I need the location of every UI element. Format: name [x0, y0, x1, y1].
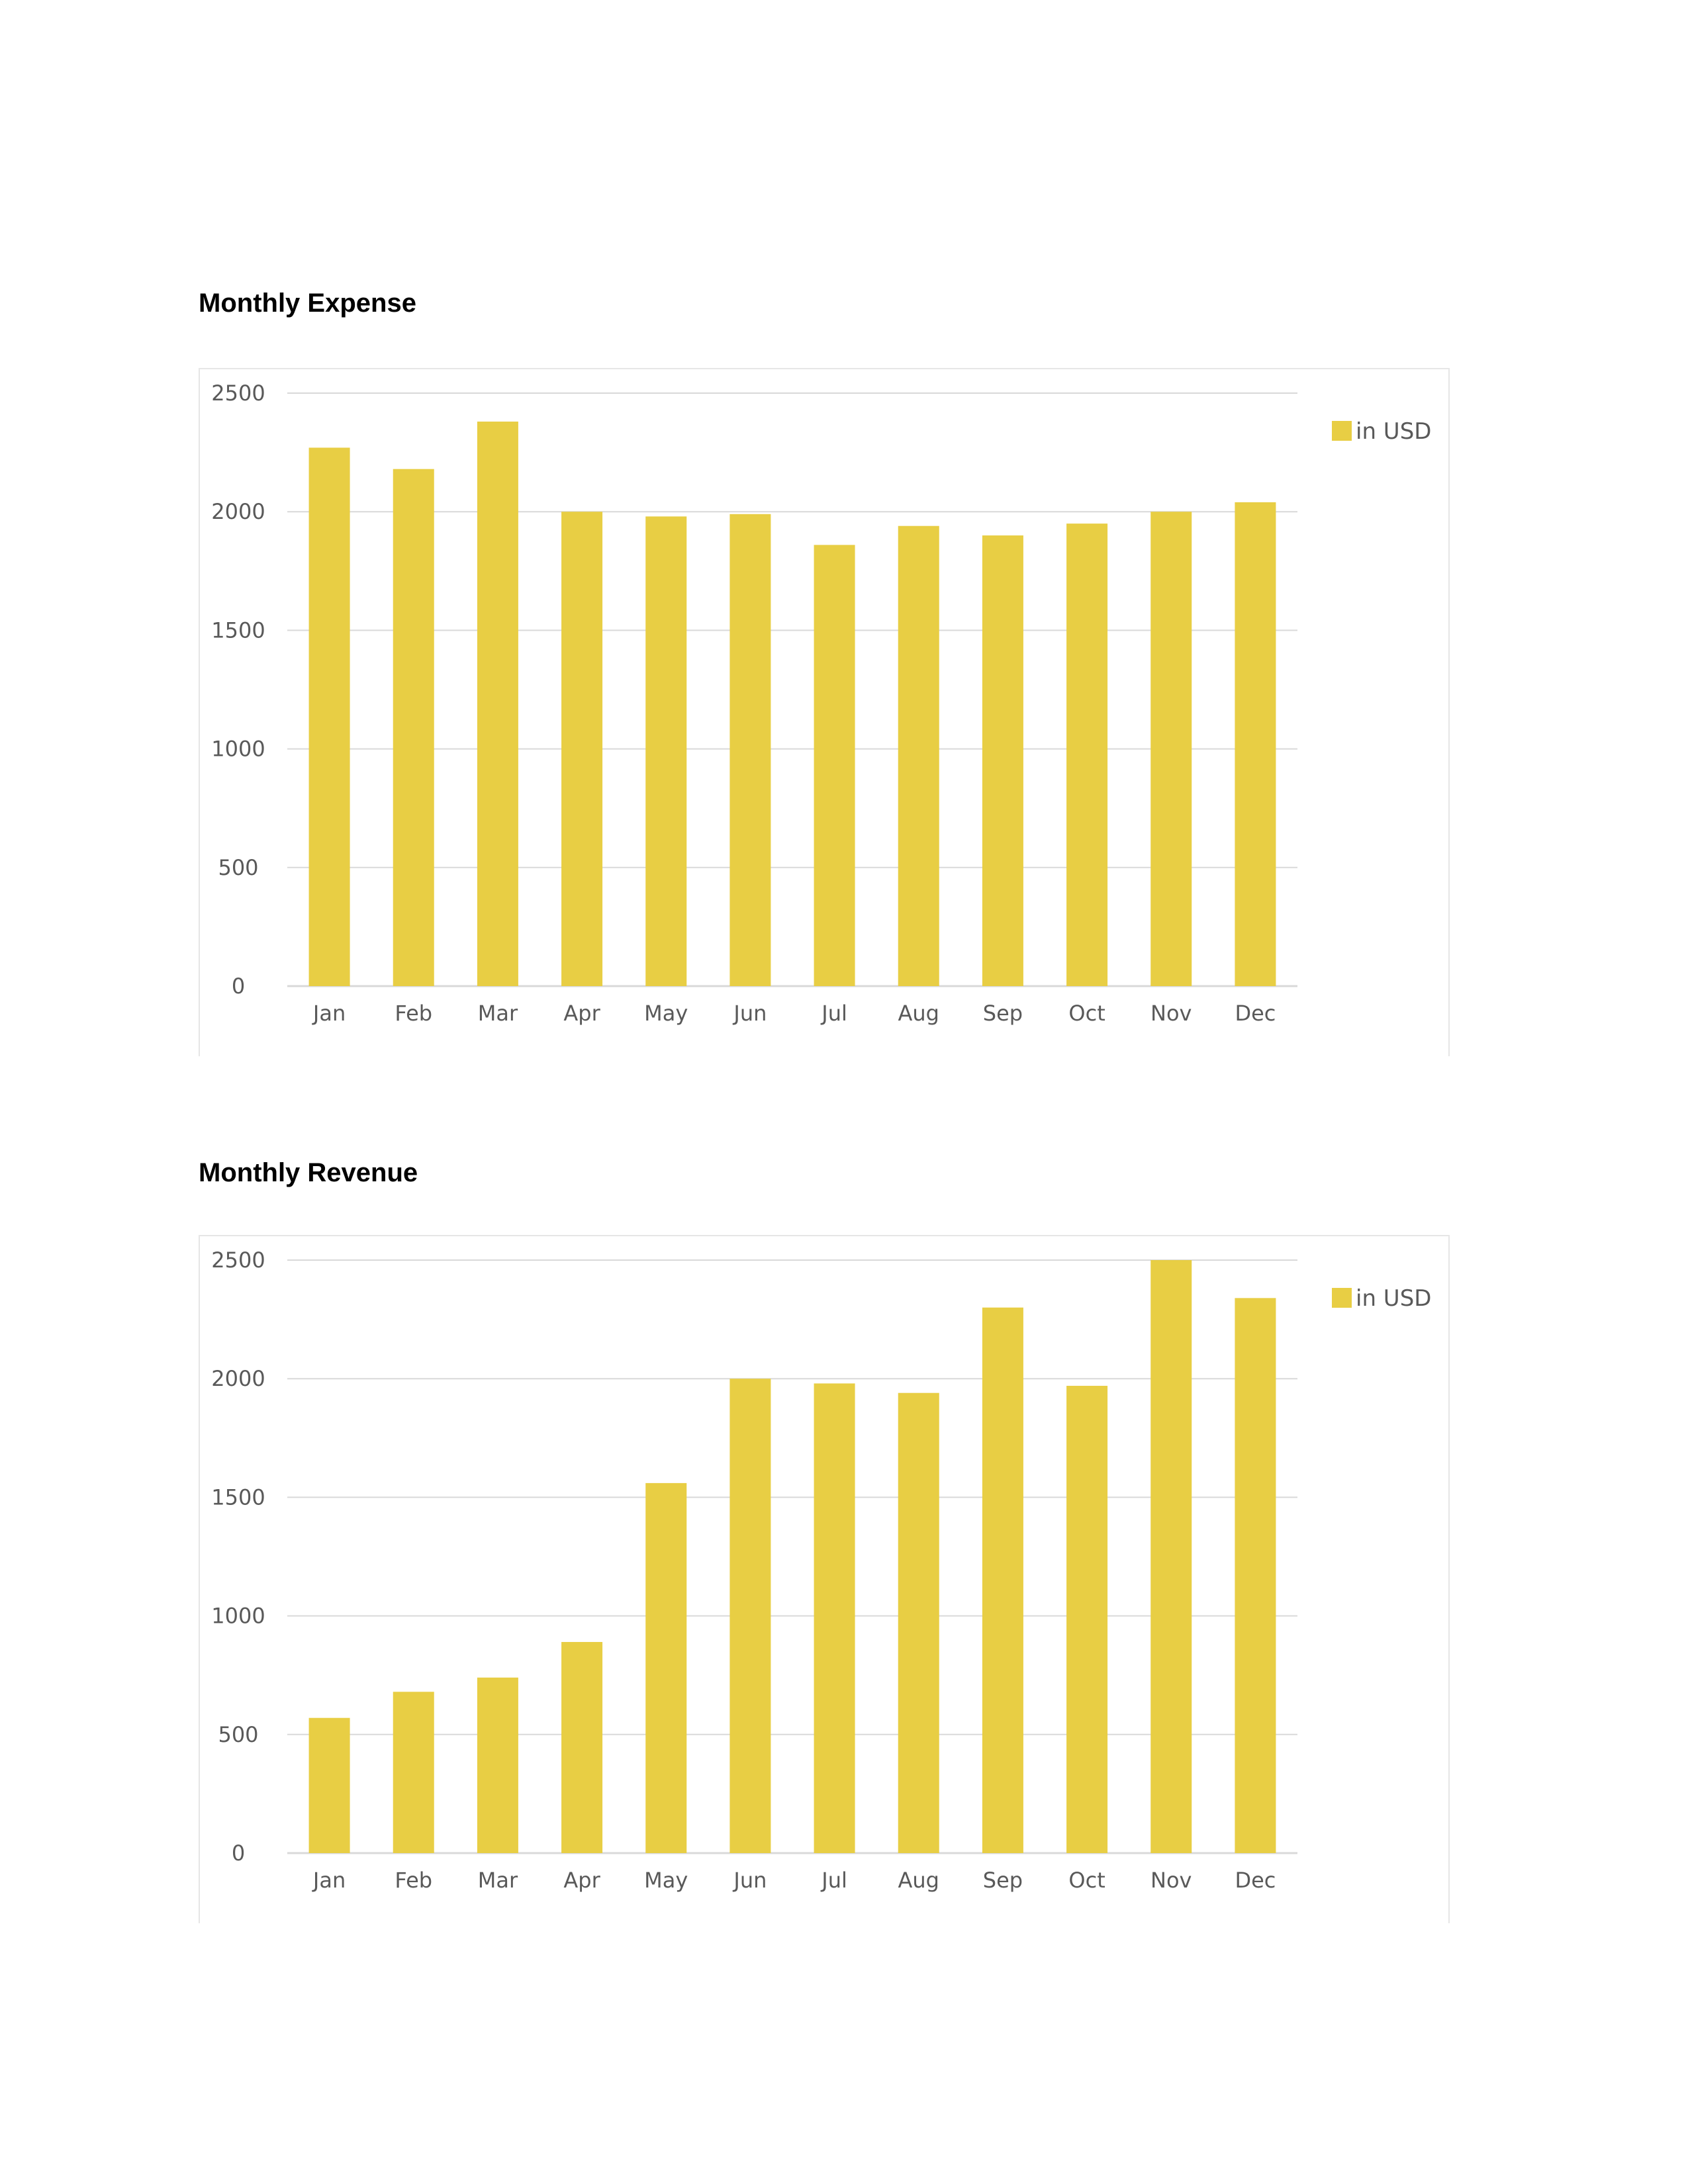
expense-bar: [729, 514, 771, 986]
expense-y-tick-label: 2500: [211, 381, 265, 406]
revenue-x-tick-label: Apr: [563, 1868, 600, 1893]
expense-x-tick-label: Nov: [1150, 1001, 1192, 1026]
expense-x-tick-label: Mar: [478, 1001, 518, 1026]
revenue-x-tick-label: Oct: [1068, 1868, 1105, 1893]
expense-bar: [645, 516, 687, 986]
revenue-chart-title: Monthly Revenue: [199, 1158, 418, 1187]
expense-y-tick-label: 1500: [211, 617, 265, 643]
expense-x-tick-label: Sep: [983, 1001, 1023, 1026]
expense-bar: [1066, 523, 1108, 986]
expense-y-tick-label: 2000: [211, 499, 265, 524]
revenue-legend-swatch: [1332, 1288, 1352, 1308]
revenue-x-tick-label: Jul: [820, 1868, 847, 1893]
revenue-y-tick-label: 1500: [211, 1484, 265, 1510]
expense-x-tick-label: Apr: [563, 1001, 600, 1026]
expense-bar: [898, 525, 939, 986]
revenue-y-tick-label: 1000: [211, 1604, 265, 1629]
expense-chart-svg: 0 500 1000 1500 2000 2500 Jan Feb Mar Apr May Jun Ju…: [211, 381, 1431, 1026]
expense-bar: [561, 512, 603, 986]
revenue-y-tick-label: 500: [218, 1722, 258, 1747]
revenue-legend-label: in USD: [1356, 1285, 1431, 1312]
revenue-x-tick-label: Nov: [1150, 1868, 1192, 1893]
revenue-bar: [477, 1677, 518, 1853]
revenue-x-tick-label: Jan: [312, 1868, 346, 1893]
expense-bar: [393, 469, 434, 986]
expense-x-tick-label: Aug: [898, 1001, 939, 1026]
revenue-bar: [1150, 1260, 1192, 1853]
revenue-bar: [645, 1482, 687, 1853]
revenue-chart: 0 500 1000 1500 2000 2500 Jan Feb Mar Apr May Jun Ju…: [199, 1235, 1450, 1923]
expense-x-tick-label: Oct: [1068, 1001, 1105, 1026]
expense-x-tick-label: Jul: [820, 1001, 847, 1026]
expense-x-tick-label: Feb: [395, 1001, 432, 1026]
expense-x-tick-label: Dec: [1235, 1001, 1276, 1026]
expense-x-tick-label: Jan: [312, 1001, 346, 1026]
expense-y-tick-label: 1000: [211, 737, 265, 762]
expense-bar: [982, 535, 1023, 986]
revenue-bar: [814, 1383, 855, 1853]
revenue-bar: [898, 1392, 939, 1853]
expense-x-tick-label: Jun: [732, 1001, 767, 1026]
expense-bar: [308, 447, 350, 986]
revenue-bar: [561, 1642, 603, 1853]
revenue-x-tick-label: Feb: [395, 1868, 432, 1893]
revenue-y-tick-label: 0: [232, 1841, 245, 1866]
expense-bar: [1235, 502, 1276, 986]
expense-bar: [477, 422, 518, 986]
revenue-x-tick-label: Dec: [1235, 1868, 1276, 1893]
expense-x-tick-label: May: [644, 1001, 688, 1026]
expense-chart-title: Monthly Expense: [199, 289, 416, 318]
revenue-x-tick-label: Aug: [898, 1868, 939, 1893]
revenue-x-tick-label: Sep: [983, 1868, 1023, 1893]
revenue-x-tick-label: Jun: [732, 1868, 767, 1893]
expense-chart: 0 500 1000 1500 2000 2500 Jan Feb Mar Apr May Jun Ju…: [199, 368, 1450, 1056]
revenue-x-tick-label: Mar: [478, 1868, 518, 1893]
revenue-bar: [393, 1692, 434, 1853]
revenue-x-tick-label: May: [644, 1868, 688, 1893]
revenue-bar: [982, 1307, 1023, 1853]
expense-y-tick-label: 0: [232, 974, 245, 999]
expense-legend-swatch: [1332, 421, 1352, 441]
revenue-bar: [729, 1379, 771, 1853]
revenue-y-tick-label: 2000: [211, 1366, 265, 1391]
revenue-chart-svg: 0 500 1000 1500 2000 2500 Jan Feb Mar Apr May Jun Ju…: [211, 1248, 1431, 1893]
revenue-bar: [1066, 1385, 1108, 1853]
revenue-y-tick-label: 2500: [211, 1248, 265, 1273]
expense-y-tick-label: 500: [218, 855, 258, 880]
expense-legend-label: in USD: [1356, 418, 1431, 445]
revenue-bar: [1235, 1298, 1276, 1853]
expense-bar: [814, 545, 855, 986]
expense-bar: [1150, 512, 1192, 986]
revenue-bar: [308, 1717, 350, 1853]
